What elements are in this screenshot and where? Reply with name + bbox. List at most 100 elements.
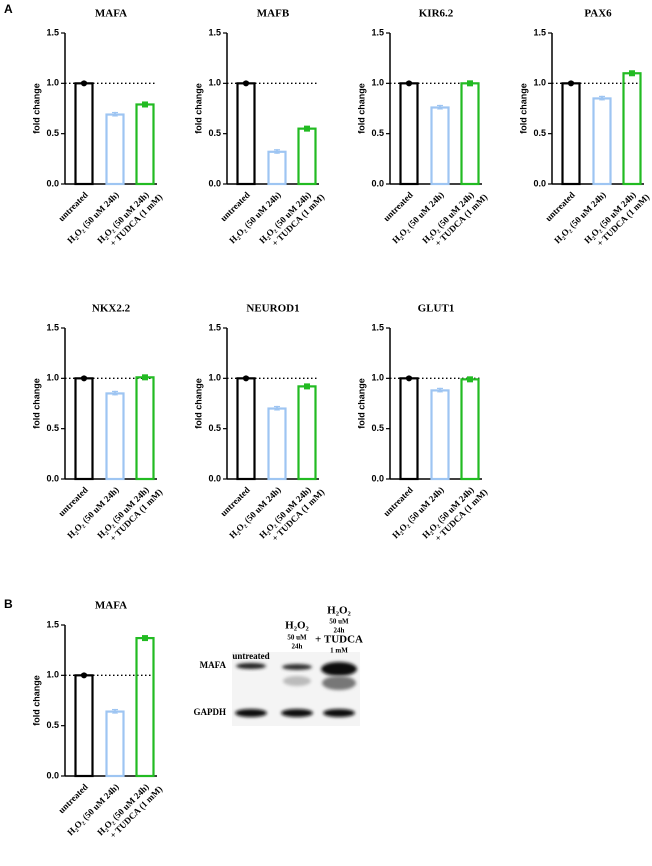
y-tick-label: 0.0 [208,473,221,483]
row-label: MAFA [200,660,227,670]
bar [236,82,256,186]
bar [74,377,94,481]
y-tick-label: 1.5 [208,322,221,332]
mean-marker [437,104,443,110]
band [235,709,267,717]
y-tick-label: 0.0 [208,178,221,188]
band [282,664,312,670]
bar [135,376,155,481]
y-tick-label: 1.5 [46,27,59,37]
band [321,662,357,676]
smear [283,676,311,686]
x-tick-label: H₂O₂ (50 uM 24h)+ TUDCA (1 mM) [582,184,651,253]
mean-marker [467,80,473,87]
x-tick-label: H₂O₂ (50 uM 24h)+ TUDCA (1 mM) [257,479,326,548]
y-tick-label: 0.0 [46,770,59,780]
bar [297,127,317,186]
chart-title: MAFA [95,600,127,612]
bar [592,97,612,186]
x-tick-label: H₂O₂ (50 uM 24h)+ TUDCA (1 mM) [95,479,164,548]
mean-marker [142,374,148,381]
y-tick-label: 0.5 [533,128,546,138]
chart-title: PAX6 [584,8,612,20]
y-tick-label: 1.5 [46,619,59,629]
lane-label: H₂O₂ [327,605,351,617]
lane-label: 50 uM [287,634,307,642]
y-axis-label: fold change [356,83,366,134]
bar [297,385,317,481]
mean-marker [406,80,412,87]
band [236,663,266,669]
mean-marker [243,80,249,87]
y-tick-label: 1.0 [46,78,59,88]
bar [135,103,155,186]
x-tick-label: H₂O₂ (50 uM 24h)+ TUDCA (1 mM) [95,776,164,845]
y-axis-label: fold change [193,378,203,429]
bar [460,82,480,186]
bar [399,82,419,186]
y-tick-label: 0.5 [208,423,221,433]
chart-title: MAFB [257,8,290,20]
bar [74,82,94,186]
mean-marker [629,70,635,77]
lane-label: 24h [334,627,345,635]
bar [267,150,287,186]
mean-marker [599,95,605,101]
row-label: GAPDH [194,707,227,717]
bar [622,72,642,186]
y-tick-label: 0.0 [533,178,546,188]
chart-title: NKX2.2 [92,303,131,315]
mean-marker [568,80,574,87]
y-tick-label: 1.5 [371,27,384,37]
bar [105,113,125,186]
panel-label: A [4,2,13,16]
mean-marker [112,111,118,117]
y-axis-label: fold change [31,83,41,134]
y-tick-label: 1.0 [46,373,59,383]
y-tick-label: 1.0 [208,373,221,383]
bar [460,378,480,481]
bar [105,392,125,481]
y-tick-label: 0.0 [46,178,59,188]
y-axis-label: fold change [31,675,41,726]
bar [430,389,450,481]
y-tick-label: 1.0 [533,78,546,88]
y-axis-label: fold change [518,83,528,134]
mean-marker [304,383,310,390]
y-tick-label: 1.5 [46,322,59,332]
y-axis-label: fold change [31,378,41,429]
y-tick-label: 1.0 [371,373,384,383]
bar [74,674,94,778]
mean-marker [274,405,280,411]
chart-title: GLUT1 [418,303,455,315]
y-tick-label: 1.0 [208,78,221,88]
mean-marker [406,375,412,382]
mean-marker [243,375,249,382]
mean-marker [304,125,310,132]
mean-marker [142,635,148,642]
mean-marker [112,708,118,714]
lane-label: untreated [232,651,269,661]
y-tick-label: 0.5 [371,423,384,433]
bar [399,377,419,481]
bar [135,636,155,778]
mean-marker [81,80,87,87]
bar [430,106,450,186]
x-tick-label: H₂O₂ (50 uM 24h)+ TUDCA (1 mM) [95,184,164,253]
bar [236,377,256,481]
mean-marker [467,376,473,383]
lane-label: 50 uM [329,618,349,626]
bar [561,82,581,186]
band [281,709,313,717]
y-tick-label: 1.0 [371,78,384,88]
y-tick-label: 0.5 [371,128,384,138]
y-tick-label: 1.5 [533,27,546,37]
lane-label: H₂O₂ [285,620,309,632]
mean-marker [142,101,148,108]
x-tick-label: H₂O₂ (50 uM 24h)+ TUDCA (1 mM) [420,184,489,253]
mean-marker [274,148,280,154]
chart-title: NEUROD1 [246,303,299,315]
y-tick-label: 0.5 [208,128,221,138]
y-tick-label: 0.0 [371,178,384,188]
